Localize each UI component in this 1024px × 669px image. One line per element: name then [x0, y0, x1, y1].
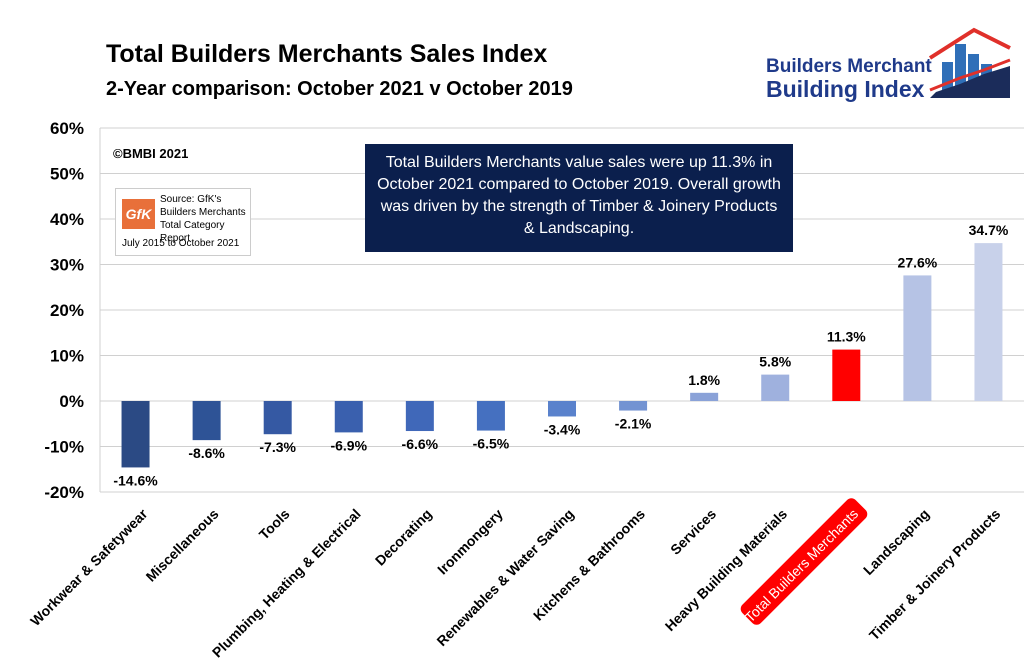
logo-line-2: Building Index — [766, 76, 925, 102]
data-label: 27.6% — [898, 254, 938, 270]
y-tick-label: -20% — [44, 483, 84, 502]
logo-line-1: Builders Merchant — [766, 56, 932, 77]
copyright-label: ©BMBI 2021 — [113, 146, 189, 161]
category-label: Decorating — [372, 506, 435, 569]
data-label: -14.6% — [113, 472, 158, 488]
category-label: Landscaping — [860, 506, 932, 578]
category-highlight-pill — [740, 498, 868, 625]
data-label: 1.8% — [688, 372, 720, 388]
source-line-3: Total Category Report — [160, 220, 225, 244]
y-tick-label: 30% — [50, 256, 84, 275]
source-box: GfK Source: GfK's Builders Merchants Tot… — [115, 188, 251, 256]
bar — [405, 401, 434, 432]
bar — [690, 392, 719, 401]
bar — [192, 401, 221, 441]
category-label: Renewables & Water Saving — [433, 506, 577, 650]
bar — [548, 401, 576, 417]
bar — [974, 243, 1003, 401]
data-label: -7.3% — [259, 439, 296, 455]
data-label: -6.5% — [473, 436, 510, 452]
house-chart-icon — [928, 27, 1011, 98]
bar — [263, 401, 292, 435]
category-label: Total Builders Merchants — [742, 506, 862, 626]
bar — [903, 275, 932, 401]
chart-subtitle: 2-Year comparison: October 2021 v Octobe… — [106, 78, 573, 100]
summary-note: Total Builders Merchants value sales wer… — [365, 144, 793, 252]
bar — [761, 374, 790, 401]
y-tick-label: 50% — [50, 165, 84, 184]
category-label: Plumbing, Heating & Electrical — [209, 506, 364, 661]
source-line-2: Builders Merchants — [160, 207, 246, 218]
category-label: Miscellaneous — [143, 505, 222, 584]
y-tick-label: 20% — [50, 301, 84, 320]
y-tick-label: 40% — [50, 210, 84, 229]
category-label: Services — [667, 505, 719, 557]
chart-title: Total Builders Merchants Sales Index — [106, 40, 548, 68]
bar — [476, 401, 505, 431]
category-label: Workwear & Safetywear — [27, 505, 151, 629]
gfk-logo-icon: GfK — [122, 199, 155, 229]
y-tick-label: -10% — [44, 438, 84, 457]
data-label: -8.6% — [188, 445, 225, 461]
bar — [121, 401, 150, 468]
source-text: Source: GfK's Builders Merchants Total C… — [160, 193, 250, 245]
bar — [832, 349, 861, 401]
y-tick-label: 10% — [50, 347, 84, 366]
y-tick-label: 60% — [50, 119, 84, 138]
source-line-1: Source: GfK's — [160, 194, 222, 205]
category-label: Tools — [256, 505, 293, 542]
data-label: 11.3% — [827, 329, 866, 345]
y-tick-label: 0% — [59, 392, 84, 411]
data-label: 34.7% — [969, 222, 1009, 238]
data-label: -6.6% — [402, 436, 439, 452]
category-label: Timber & Joinery Products — [866, 505, 1004, 643]
category-label: Heavy Building Materials — [662, 505, 791, 634]
bar — [334, 401, 363, 433]
data-label: -2.1% — [615, 416, 652, 432]
bar — [619, 401, 648, 411]
data-label: -6.9% — [330, 437, 367, 453]
data-label: 5.8% — [759, 354, 791, 370]
source-date: July 2015 to October 2021 — [122, 238, 240, 249]
category-label: Ironmongery — [434, 505, 506, 577]
bmbi-logo: Builders Merchant Building Index — [760, 26, 1012, 106]
data-label: -3.4% — [544, 421, 581, 437]
